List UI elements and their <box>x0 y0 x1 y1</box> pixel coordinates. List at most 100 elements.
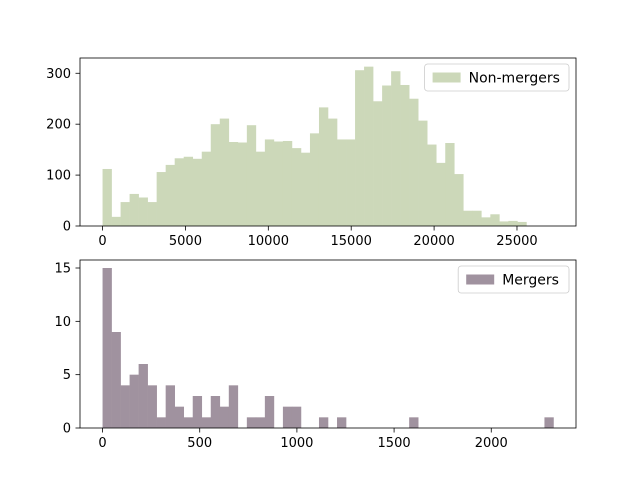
histogram-bar <box>192 396 203 428</box>
x-tick-label: 10000 <box>248 234 289 249</box>
histogram-bar <box>192 158 203 226</box>
y-tick-label: 300 <box>46 67 71 82</box>
histogram-bar <box>174 158 185 226</box>
histogram-bar <box>255 151 266 226</box>
histogram-bar <box>201 417 212 428</box>
histogram-bar <box>355 70 365 226</box>
y-tick-label: 5 <box>63 368 71 383</box>
histogram-bar <box>273 141 284 226</box>
bars <box>102 268 554 428</box>
histogram-bar <box>156 417 166 428</box>
histogram-bar <box>228 142 239 226</box>
histogram-bar <box>183 156 194 226</box>
histogram-bar <box>364 66 374 227</box>
histogram-bar <box>391 71 401 227</box>
histogram-bar <box>382 85 392 227</box>
legend-label: Mergers <box>502 273 559 289</box>
histogram-bar <box>174 406 185 428</box>
histogram-bar <box>183 417 194 428</box>
histogram-bar <box>300 152 311 226</box>
histogram-bar <box>255 417 266 428</box>
histogram-bar <box>418 120 428 226</box>
non-mergers-panel: 0 5000 10000 15000 20000 25000 0 100 200 300 Non-m… <box>46 57 577 249</box>
histogram-bar <box>400 84 410 226</box>
x-tick-label: 1000 <box>280 436 313 451</box>
histogram-bar <box>517 221 527 226</box>
histogram-bar <box>346 139 356 226</box>
histogram-bar <box>219 406 230 428</box>
x-tick-label: 25000 <box>496 234 537 249</box>
histogram-bar <box>138 364 148 428</box>
histogram-bar <box>454 174 464 226</box>
legend-box <box>424 63 570 92</box>
histogram-bar <box>228 385 239 428</box>
histogram-bar <box>138 197 148 226</box>
histogram-bar <box>210 396 221 428</box>
histogram-bar <box>328 118 338 226</box>
histogram-bar <box>246 125 257 226</box>
x-tick-label: 15000 <box>331 234 372 249</box>
x-tick-label: 1500 <box>378 436 411 451</box>
legend-box <box>457 265 570 294</box>
bars <box>102 66 527 227</box>
histogram-bar <box>409 98 419 226</box>
histogram-bar <box>219 118 230 226</box>
histogram-bar <box>490 214 500 226</box>
histogram-bar <box>111 216 121 226</box>
histogram-bar <box>264 139 275 226</box>
histogram-bar <box>409 417 419 428</box>
histogram-bar <box>264 396 275 428</box>
axes-frame <box>79 57 577 227</box>
histogram-bar <box>120 202 130 226</box>
legend-label: Non-mergers <box>469 71 560 87</box>
histogram-bar <box>210 124 221 226</box>
x-tick-label: 500 <box>187 436 212 451</box>
histogram-bar <box>282 406 293 428</box>
x-tick-label: 0 <box>98 436 106 451</box>
histogram-bar <box>445 143 455 226</box>
histogram-bar <box>165 164 175 226</box>
histogram-bar <box>129 374 139 428</box>
y-tick-label: 0 <box>63 220 71 235</box>
histogram-bar <box>237 142 248 226</box>
histogram-bar <box>246 417 257 428</box>
legend: Mergers <box>457 265 570 294</box>
x-tick-label: 5000 <box>169 234 202 249</box>
mergers-panel: 0 500 1000 1500 2000 0 5 10 15 Mergers <box>54 259 577 451</box>
histogram-bar <box>102 268 112 428</box>
y-tick-label: 10 <box>54 315 71 330</box>
histogram-bar <box>427 144 437 226</box>
x-tick-label: 20000 <box>413 234 454 249</box>
histogram-bar <box>147 202 157 226</box>
x-tick-label: 0 <box>98 234 106 249</box>
histogram-bar <box>373 101 383 226</box>
legend-swatch <box>466 274 495 285</box>
histogram-bar <box>436 162 446 226</box>
histogram-bar <box>337 139 347 226</box>
histogram-bar <box>111 332 121 428</box>
histogram-bar <box>291 148 302 226</box>
axes-frame <box>79 259 577 429</box>
histogram-bar <box>544 417 554 428</box>
legend: Non-mergers <box>424 63 570 92</box>
histogram-bar <box>291 406 302 428</box>
histogram-bar <box>282 140 293 226</box>
histogram-bar <box>156 172 166 226</box>
histogram-bar <box>129 193 139 226</box>
y-tick-label: 0 <box>63 422 71 437</box>
histogram-bar <box>499 221 509 226</box>
histogram-bar <box>318 417 329 428</box>
histogram-bar <box>147 385 157 428</box>
histogram-bar <box>318 107 329 226</box>
histogram-bar <box>481 217 491 226</box>
histogram-bar <box>508 220 518 226</box>
histogram-bar <box>102 168 112 226</box>
histogram-bar <box>120 385 130 428</box>
histogram-bar <box>165 385 175 428</box>
y-tick-label: 100 <box>46 169 71 184</box>
y-tick-label: 15 <box>54 262 71 277</box>
histogram-bar <box>472 210 482 226</box>
histogram-bar <box>309 133 320 226</box>
x-tick-label: 2000 <box>475 436 508 451</box>
